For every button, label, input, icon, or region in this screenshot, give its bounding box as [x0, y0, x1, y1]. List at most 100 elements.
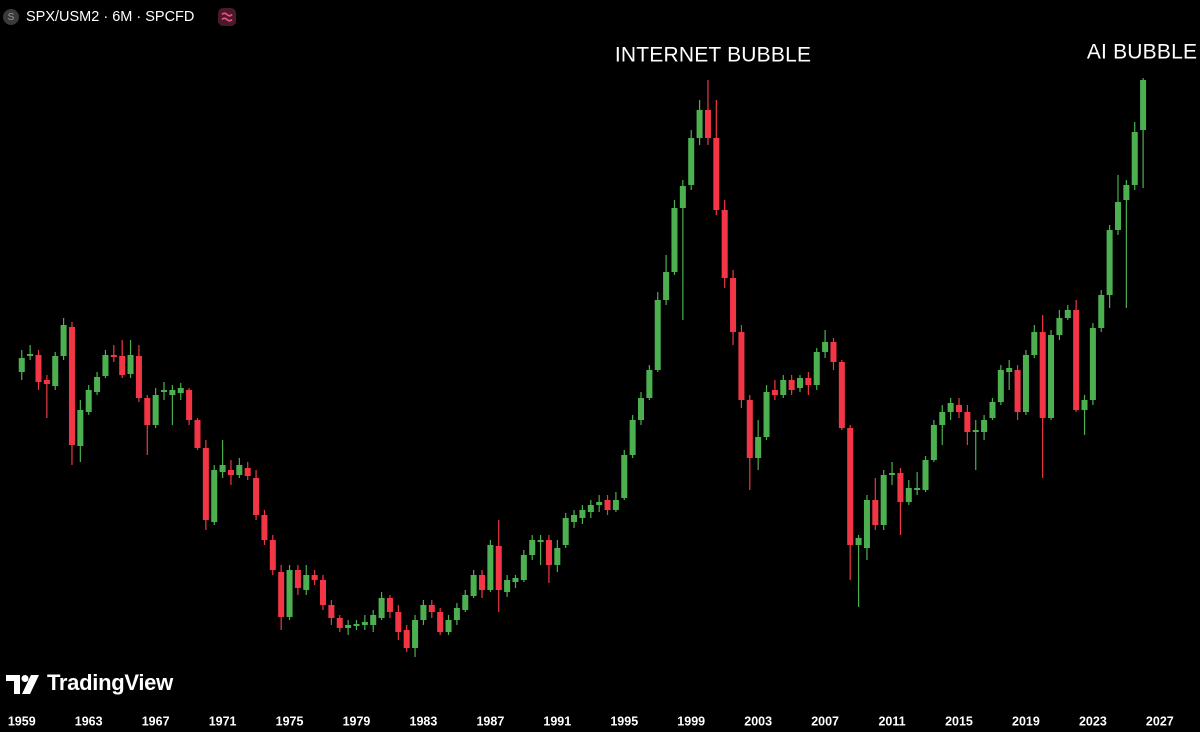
candle-body: [194, 420, 201, 448]
candle-body: [796, 378, 804, 388]
candle-body: [378, 598, 385, 618]
candle-body: [18, 358, 25, 372]
candle-body: [663, 272, 670, 300]
candle-body: [537, 540, 544, 542]
candle-body: [437, 612, 444, 632]
x-tick-label: 2015: [945, 714, 973, 728]
x-tick-label: 1971: [209, 714, 237, 728]
candle-body: [253, 478, 260, 515]
candle-body: [144, 398, 151, 425]
candle-body: [504, 580, 511, 592]
x-tick-label: 1959: [8, 714, 36, 728]
x-tick-label: 1991: [543, 714, 571, 728]
candle-body: [813, 352, 820, 385]
annotation: AI BUBBLE: [1087, 41, 1197, 64]
candle-body: [127, 355, 134, 374]
x-tick-label: 2019: [1012, 714, 1040, 728]
candle-body: [428, 605, 435, 612]
candle-body: [964, 412, 971, 432]
candle-body: [671, 208, 678, 272]
candle-body: [688, 138, 695, 185]
candle-body: [529, 540, 536, 555]
candle-body: [1140, 80, 1147, 130]
x-tick-label: 1967: [142, 714, 170, 728]
candle-body: [805, 378, 812, 385]
candle-body: [412, 620, 419, 648]
candle-body: [696, 110, 703, 138]
candle-body: [361, 622, 368, 625]
x-tick-label: 2023: [1079, 714, 1107, 728]
candle-body: [102, 355, 109, 376]
candle-body: [596, 502, 603, 505]
candle-body: [914, 488, 921, 490]
candle-body: [554, 548, 561, 565]
x-tick-label: 1975: [276, 714, 304, 728]
x-axis: 1959 1963 1967 1971 1975 1979 1983 1987 1991 1995…: [8, 714, 1174, 728]
candle-body: [186, 390, 193, 420]
candle-body: [788, 380, 795, 390]
x-tick-label: 2007: [811, 714, 839, 728]
candle-body: [1064, 310, 1071, 318]
x-tick-label: 1987: [476, 714, 504, 728]
candle-body: [1131, 132, 1138, 185]
candle-body: [110, 355, 117, 357]
candle-body: [1039, 332, 1046, 418]
candle-body: [746, 400, 753, 458]
candle-body: [897, 473, 904, 502]
candle-body: [780, 380, 787, 395]
candle-body: [889, 473, 896, 475]
candle-body: [269, 540, 276, 570]
candle-body: [704, 110, 711, 138]
candle-body: [713, 138, 720, 210]
candle-body: [261, 515, 268, 540]
x-tick-label: 2011: [878, 714, 905, 728]
candle-body: [947, 403, 954, 412]
candle-body: [303, 575, 310, 590]
candle-body: [1089, 328, 1096, 400]
candle-body: [872, 500, 879, 525]
candle-body: [60, 325, 67, 356]
candle-body: [119, 356, 126, 375]
candle-body: [545, 540, 552, 565]
candle-body: [855, 538, 862, 545]
candle-body: [512, 578, 519, 582]
candle-body: [161, 390, 168, 392]
candle-body: [294, 570, 301, 588]
candle-body: [822, 342, 829, 352]
candle-body: [236, 465, 243, 475]
candle-body: [68, 327, 75, 445]
candle-body: [520, 555, 527, 580]
badge-letter: S: [8, 12, 15, 23]
candle-body: [587, 505, 594, 512]
x-tick-label: 2003: [744, 714, 772, 728]
candle-body: [77, 410, 84, 446]
plot-area: [18, 78, 1147, 657]
candle-body: [637, 398, 645, 420]
candle-body: [738, 332, 745, 400]
candle-body: [621, 455, 628, 498]
candle-body: [1048, 335, 1055, 418]
candle-body: [35, 355, 42, 382]
candle-body: [955, 405, 963, 412]
candle-body: [202, 448, 209, 520]
candle-body: [311, 575, 318, 580]
candle-body: [286, 570, 293, 617]
candle-body: [905, 488, 912, 502]
candle-body: [1106, 230, 1113, 295]
candle-body: [353, 624, 360, 626]
candle-body: [94, 377, 101, 392]
candle-body: [755, 437, 762, 458]
candle-body: [227, 470, 234, 475]
candle-body: [487, 545, 494, 590]
candle-body: [730, 278, 737, 332]
candle-body: [177, 388, 184, 393]
candle-body: [646, 370, 653, 398]
brand-logo: [6, 675, 39, 694]
x-tick-label: 1999: [677, 714, 705, 728]
annotation: INTERNET BUBBLE: [615, 44, 811, 67]
candle-body: [278, 572, 285, 617]
candle-body: [972, 430, 979, 432]
candle-body: [654, 300, 661, 370]
